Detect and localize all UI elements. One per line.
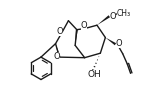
Text: OH: OH <box>87 70 101 79</box>
Text: O: O <box>53 52 60 61</box>
Text: O: O <box>56 27 63 36</box>
Polygon shape <box>75 30 78 45</box>
Text: O: O <box>116 39 122 48</box>
Polygon shape <box>97 15 110 25</box>
Text: CH₃: CH₃ <box>117 9 131 18</box>
Polygon shape <box>56 44 60 57</box>
Polygon shape <box>105 38 116 45</box>
Text: O: O <box>81 21 87 30</box>
Text: O: O <box>110 12 116 21</box>
